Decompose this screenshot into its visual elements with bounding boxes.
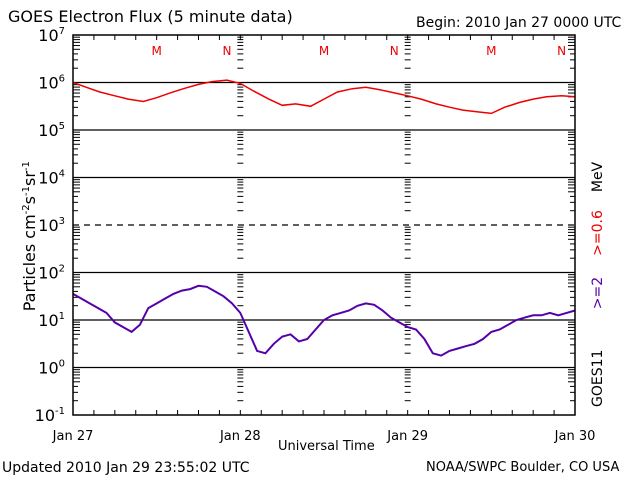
y-unit-sr: sr (20, 171, 40, 187)
top-marker-n: N (390, 44, 399, 58)
y-unit-exp-3: -1 (20, 161, 32, 172)
plot-frame (72, 34, 576, 416)
y-axis-label: Particles cm-2s-1sr-1 (20, 156, 40, 316)
y-tick-label: 10-1 (35, 406, 65, 425)
right-label-satellite: GOES11 (590, 349, 606, 407)
y-tick-label: 104 (38, 169, 65, 188)
begin-label: Begin: 2010 Jan 27 0000 UTC (416, 15, 622, 31)
y-unit-exp-1: -2 (20, 204, 32, 215)
chart-title: GOES Electron Flux (5 minute data) (8, 7, 293, 26)
x-tick-label: Jan 29 (386, 429, 428, 444)
y-tick-label: 103 (38, 216, 65, 235)
top-marker-n: N (222, 44, 231, 58)
top-marker-n: N (557, 44, 566, 58)
right-label-series-06: >=0.6 (590, 210, 606, 256)
y-tick-label: 102 (38, 264, 65, 283)
top-marker-m: M (151, 44, 161, 58)
x-tick-label: Jan 30 (554, 429, 596, 444)
y-tick-label: 105 (38, 121, 65, 140)
y-tick-label: 106 (38, 74, 65, 93)
y-tick-label: 101 (38, 311, 65, 330)
footer-source: NOAA/SWPC Boulder, CO USA (426, 460, 620, 475)
y-tick-label: 100 (38, 359, 65, 378)
right-label-series-2: >=2 (590, 276, 606, 310)
right-label-mev: MeV (590, 161, 606, 193)
y-axis-label-main: Particles cm (20, 214, 40, 312)
y-unit-s: s (20, 195, 40, 205)
x-tick-label: Jan 27 (52, 429, 94, 444)
x-tick-label: Jan 28 (219, 429, 261, 444)
y-unit-exp-2: -1 (20, 186, 32, 196)
x-axis-label: Universal Time (278, 439, 375, 454)
series-line-2mev (72, 284, 576, 357)
series-line-06mev (72, 79, 576, 115)
top-marker-m: M (486, 44, 496, 58)
footer-updated: Updated 2010 Jan 29 23:55:02 UTC (2, 460, 250, 476)
top-marker-m: M (319, 44, 329, 58)
y-tick-label: 107 (38, 26, 65, 45)
